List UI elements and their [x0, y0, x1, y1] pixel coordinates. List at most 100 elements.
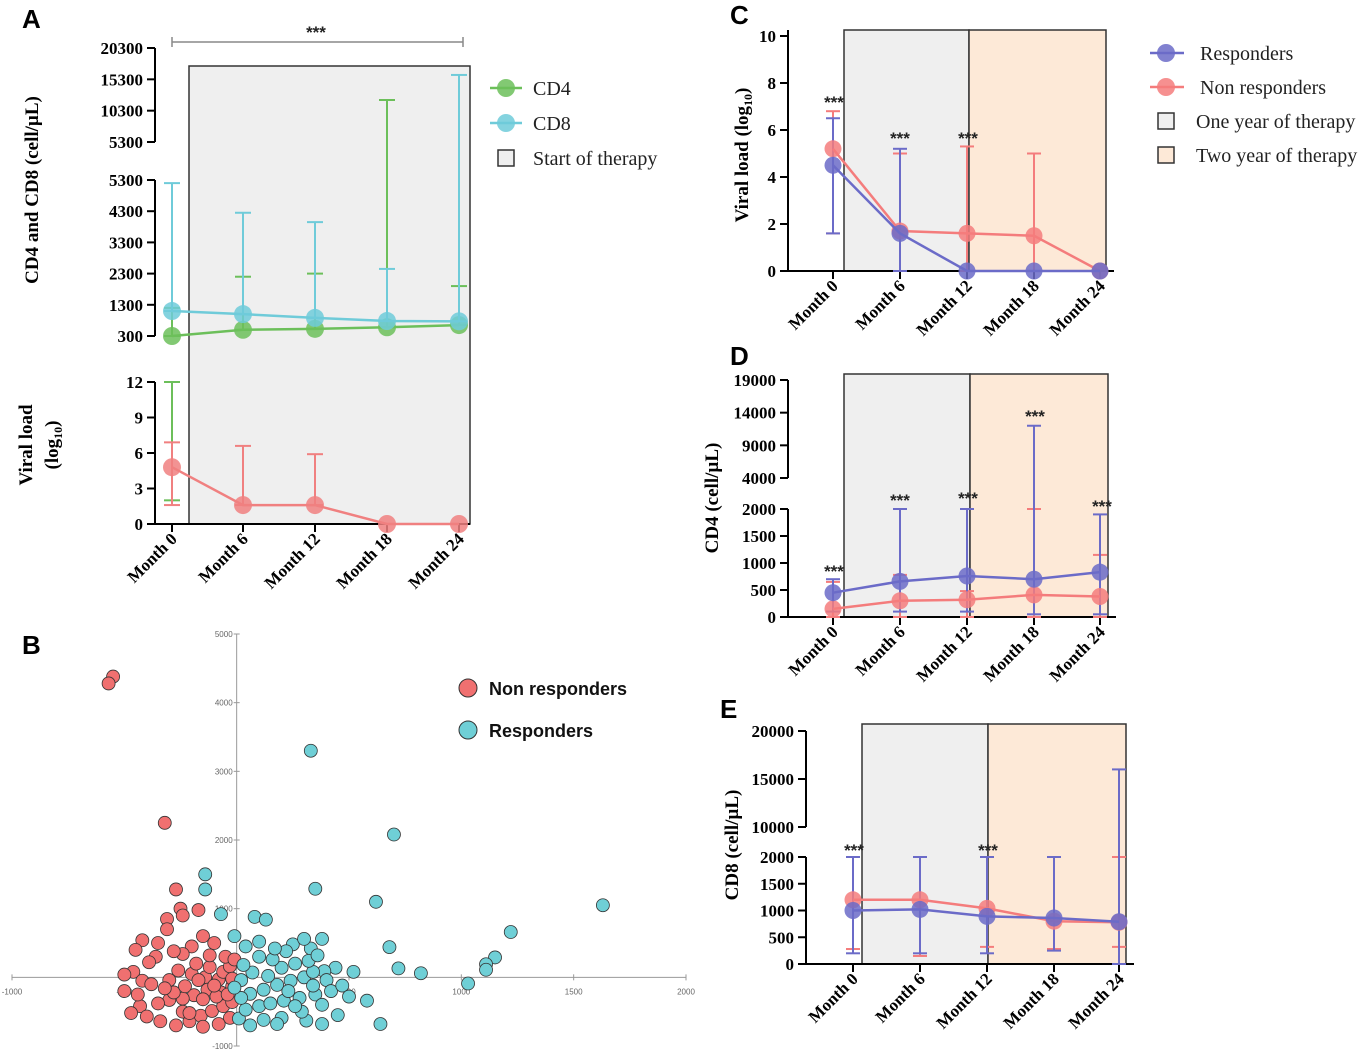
scatter-point-responder	[198, 882, 213, 897]
panelC-Responders-point	[958, 262, 976, 280]
scatter-point-non-responder	[196, 1019, 210, 1034]
scatter-point-non-responder	[135, 933, 150, 948]
significance-stars: ***	[1092, 497, 1112, 516]
scatter-ytick-label: -1000	[212, 1042, 233, 1051]
significance-stars: ***	[824, 562, 844, 581]
scatter-point-non-responder	[144, 977, 159, 992]
scatter-xtick-label: 2000	[677, 987, 695, 996]
ytick-label: 2	[768, 215, 777, 234]
panelC-xtick: Month 6	[852, 276, 909, 333]
scatter-xtick-label: -1000	[2, 987, 23, 996]
panelD-Responders-point	[1025, 570, 1043, 588]
scatter-point-responder	[346, 964, 361, 979]
scatter-point-responder	[267, 941, 282, 956]
scatter-point-responder	[261, 969, 276, 983]
scatter-point-non-responder	[157, 815, 172, 830]
ytick-label: 0	[768, 608, 777, 627]
ytick-label: 300	[118, 327, 144, 346]
scatter-point-non-responder	[196, 992, 210, 1007]
ytick-label: 3	[135, 480, 144, 499]
ylabel: Viral load (log10)	[732, 88, 755, 223]
scatter-point-responder	[315, 997, 329, 1012]
legend-label: One year of therapy	[1196, 111, 1355, 133]
scatter-point-responder	[263, 996, 278, 1011]
scatter-point-non-responder	[191, 973, 206, 987]
panelD-Responders-point	[958, 567, 976, 585]
ytick-label: 10300	[101, 102, 144, 121]
panelE-Responders-point	[844, 902, 862, 919]
legend-marker-Responders	[458, 720, 478, 740]
scatter-point-responder	[369, 894, 383, 909]
ytick-label: 20000	[752, 722, 795, 741]
panelC-Responders-point	[824, 156, 842, 174]
scatter-point-non-responder	[142, 955, 156, 970]
scatter-point-responder	[303, 743, 318, 758]
panelA-CD8-point	[450, 312, 468, 331]
panelD-Non responders-point	[958, 591, 976, 609]
scatter-point-non-responder	[202, 960, 217, 974]
panelC-Non responders-point	[1025, 227, 1043, 245]
panelA-CD4-point	[234, 320, 252, 339]
ytick-label: 5300	[109, 171, 143, 190]
scatter-xtick-label: 1000	[452, 987, 470, 996]
panelD-Responders-point	[891, 572, 909, 590]
panelA-viral-point	[378, 515, 396, 533]
panelD-xtick: Month 6	[852, 622, 909, 679]
ytick-label: 1300	[109, 296, 143, 315]
ytick-label: 9	[135, 409, 144, 428]
scatter-point-responder	[258, 912, 273, 927]
panelD-Non responders-point	[891, 592, 909, 610]
ytick-label: 0	[135, 515, 144, 534]
scatter-point-responder	[198, 867, 213, 882]
panelA-xtick: Month 6	[195, 529, 252, 586]
scatter-point-responder	[270, 977, 285, 992]
scatter-point-responder	[245, 965, 260, 980]
ytick-label: 1500	[760, 875, 794, 894]
scatter-point-non-responder	[151, 996, 165, 1011]
scatter-ytick-label: 5000	[215, 630, 233, 639]
legend-marker-Non responders	[458, 678, 478, 698]
panelA-CD4-point	[163, 327, 181, 345]
scatter-point-non-responder	[117, 967, 132, 982]
scatter-point-non-responder	[189, 956, 204, 971]
therapy-box	[188, 65, 471, 525]
panelA-xtick: Month 18	[333, 529, 396, 592]
scatter-point-responder	[288, 999, 302, 1014]
panelA-xtick: Month 12	[261, 529, 324, 592]
ytick-label: 10	[759, 27, 776, 46]
panelD-Non responders-point	[1091, 587, 1109, 605]
scatter-point-non-responder	[196, 929, 210, 944]
scatter-point-responder	[252, 934, 267, 949]
significance-stars: ***	[958, 129, 978, 148]
significance-stars: ***	[306, 23, 326, 42]
scatter-point-responder	[479, 962, 493, 977]
panelE-Responders-point	[1110, 913, 1128, 931]
scatter-point-non-responder	[202, 948, 217, 963]
ytick-label: 20300	[101, 39, 144, 58]
legend-label: Responders	[1200, 43, 1294, 65]
scatter-point-responder	[247, 910, 262, 924]
ytick-label: 1000	[742, 554, 776, 573]
legend-marker-box	[1157, 146, 1175, 164]
panel-label-D: D	[730, 341, 749, 371]
panelC-xtick: Month 0	[785, 276, 842, 333]
scatter-point-responder	[238, 1002, 253, 1017]
scatter-point-responder	[281, 984, 296, 998]
scatter-point-non-responder	[124, 1006, 138, 1020]
ylabel: CD4 (cell/µL)	[702, 443, 723, 554]
ylabel: CD8 (cell/µL)	[722, 790, 743, 901]
scatter-point-responder	[315, 1017, 329, 1031]
scatter-point-responder	[227, 929, 242, 944]
panelA-CD8-point	[306, 308, 324, 327]
scatter-point-non-responder	[171, 963, 186, 978]
panelC-Non responders-point	[824, 140, 842, 158]
scatter-point-responder	[214, 907, 228, 922]
scatter-point-responder	[413, 966, 428, 981]
ytick-label: 15000	[752, 770, 795, 789]
scatter-point-non-responder	[184, 939, 199, 954]
scatter-point-responder	[335, 978, 350, 993]
ytick-label: 15300	[101, 70, 144, 89]
ylabel-upper: CD4 and CD8 (cell/µL)	[22, 96, 43, 284]
ytick-label: 1000	[760, 902, 794, 921]
ytick-label: 0	[768, 262, 777, 281]
